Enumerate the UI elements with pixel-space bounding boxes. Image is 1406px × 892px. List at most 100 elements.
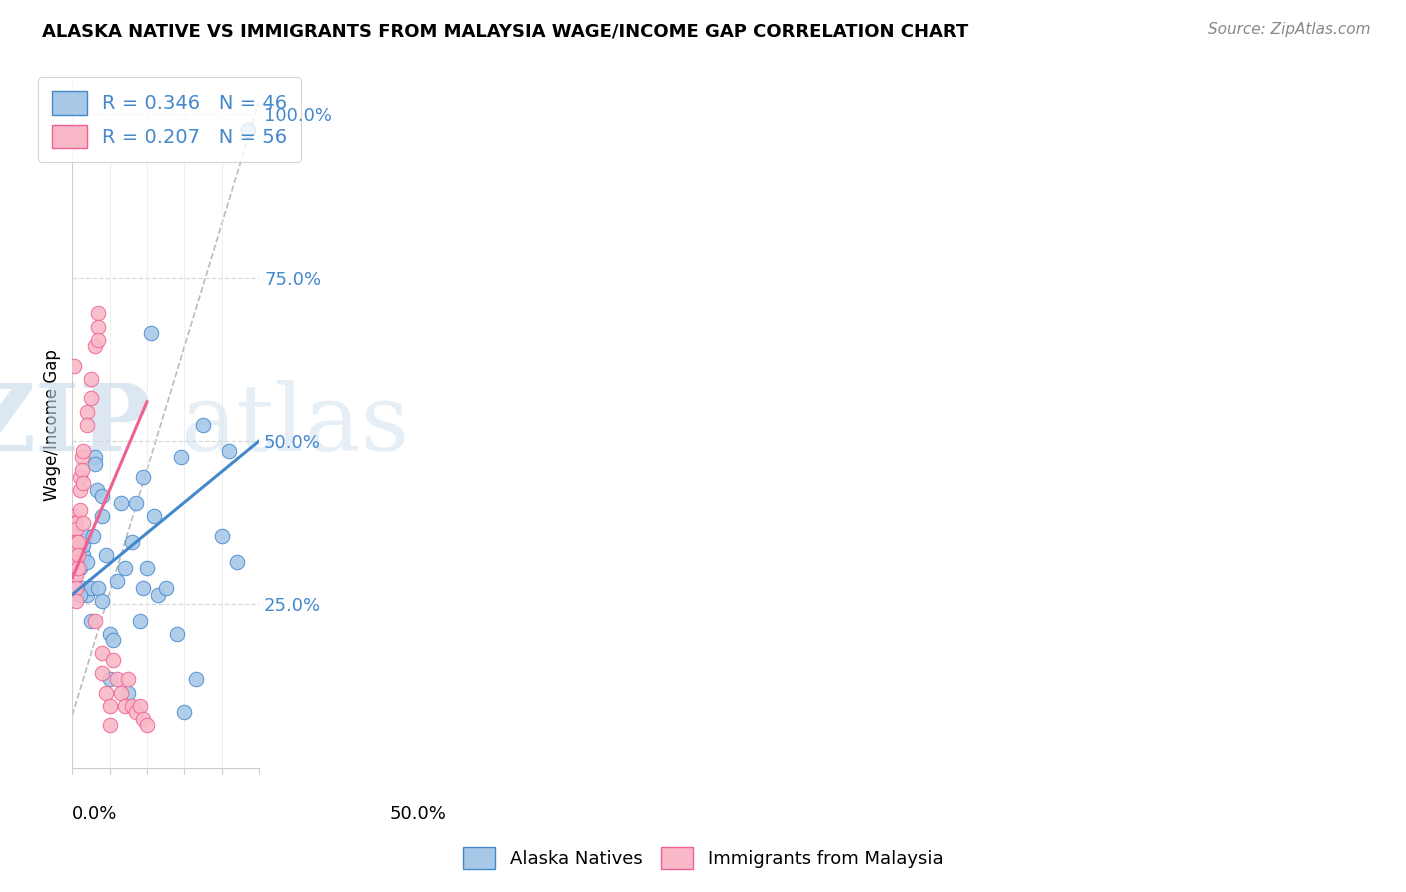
Point — [63, 509, 86, 524]
Point — [132, 712, 155, 726]
Point — [211, 529, 233, 543]
Point — [66, 535, 89, 549]
Point — [65, 581, 87, 595]
Text: Source: ZipAtlas.com: Source: ZipAtlas.com — [1208, 22, 1371, 37]
Y-axis label: Wage/Income Gap: Wage/Income Gap — [44, 349, 60, 500]
Point — [69, 502, 91, 516]
Point — [70, 581, 93, 595]
Legend: R = 0.346   N = 46, R = 0.207   N = 56: R = 0.346 N = 46, R = 0.207 N = 56 — [38, 78, 301, 161]
Point — [98, 626, 121, 640]
Point — [63, 541, 86, 556]
Point — [72, 549, 94, 563]
Point — [76, 587, 98, 601]
Point — [76, 404, 98, 418]
Point — [80, 614, 103, 628]
Point — [72, 539, 94, 553]
Point — [98, 718, 121, 732]
Point — [91, 594, 114, 608]
Point — [65, 541, 87, 556]
Text: ZIP: ZIP — [0, 380, 150, 469]
Point — [76, 417, 98, 432]
Point — [63, 568, 86, 582]
Point — [117, 685, 139, 699]
Point — [169, 450, 191, 465]
Point — [60, 522, 83, 536]
Point — [72, 443, 94, 458]
Point — [94, 685, 117, 699]
Point — [87, 333, 110, 347]
Text: atlas: atlas — [180, 380, 411, 469]
Point — [218, 443, 240, 458]
Text: 0.0%: 0.0% — [72, 805, 118, 823]
Point — [65, 522, 87, 536]
Point — [60, 549, 83, 563]
Point — [60, 516, 83, 530]
Point — [69, 470, 91, 484]
Point — [87, 306, 110, 320]
Point — [173, 705, 195, 719]
Point — [225, 555, 247, 569]
Point — [83, 450, 105, 465]
Point — [191, 417, 214, 432]
Point — [125, 705, 148, 719]
Point — [60, 535, 83, 549]
Point — [83, 614, 105, 628]
Point — [121, 698, 143, 713]
Point — [114, 561, 136, 575]
Point — [80, 372, 103, 386]
Point — [69, 587, 91, 601]
Point — [83, 339, 105, 353]
Point — [70, 463, 93, 477]
Point — [155, 581, 177, 595]
Point — [125, 496, 148, 510]
Point — [65, 568, 87, 582]
Point — [128, 614, 150, 628]
Point — [60, 574, 83, 589]
Point — [83, 457, 105, 471]
Point — [65, 516, 87, 530]
Point — [65, 594, 87, 608]
Point — [72, 476, 94, 491]
Point — [128, 698, 150, 713]
Point — [91, 509, 114, 524]
Point — [86, 483, 108, 497]
Point — [87, 581, 110, 595]
Point — [91, 665, 114, 680]
Point — [94, 549, 117, 563]
Point — [98, 698, 121, 713]
Point — [70, 450, 93, 465]
Point — [139, 326, 162, 340]
Point — [132, 581, 155, 595]
Point — [184, 673, 207, 687]
Point — [136, 561, 159, 575]
Point — [63, 516, 86, 530]
Point — [60, 529, 83, 543]
Point — [143, 509, 166, 524]
Point — [117, 673, 139, 687]
Point — [110, 496, 132, 510]
Point — [148, 587, 170, 601]
Point — [69, 561, 91, 575]
Point — [65, 555, 87, 569]
Point — [63, 359, 86, 373]
Point — [63, 529, 86, 543]
Point — [80, 392, 103, 406]
Legend: Alaska Natives, Immigrants from Malaysia: Alaska Natives, Immigrants from Malaysia — [454, 838, 952, 879]
Point — [66, 561, 89, 575]
Point — [166, 626, 188, 640]
Point — [66, 549, 89, 563]
Point — [91, 646, 114, 660]
Point — [98, 673, 121, 687]
Point — [65, 535, 87, 549]
Text: 50.0%: 50.0% — [389, 805, 446, 823]
Point — [75, 529, 97, 543]
Point — [69, 483, 91, 497]
Point — [132, 470, 155, 484]
Text: ALASKA NATIVE VS IMMIGRANTS FROM MALAYSIA WAGE/INCOME GAP CORRELATION CHART: ALASKA NATIVE VS IMMIGRANTS FROM MALAYSI… — [42, 22, 969, 40]
Point — [121, 535, 143, 549]
Point — [103, 653, 125, 667]
Point — [136, 718, 159, 732]
Point — [76, 555, 98, 569]
Point — [91, 490, 114, 504]
Point — [87, 319, 110, 334]
